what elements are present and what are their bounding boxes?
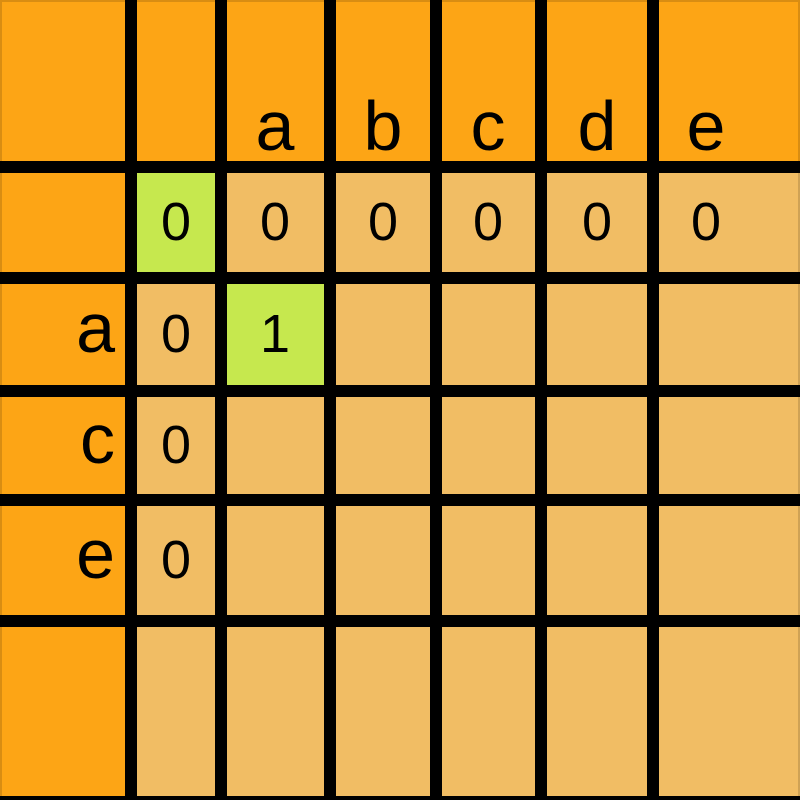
cell-value: 1: [259, 304, 291, 364]
grid-cell: [0, 391, 131, 500]
grid-cell: [436, 167, 541, 278]
grid-cell: [0, 278, 131, 391]
grid-cell: [436, 621, 541, 800]
grid-cell: [541, 167, 653, 278]
cell-value: 0: [160, 192, 192, 252]
cell-value: 0: [472, 192, 504, 252]
grid-cell: [221, 621, 330, 800]
grid-cell: [653, 500, 800, 621]
grid-cell: [221, 500, 330, 621]
column-header-label: d: [577, 87, 617, 165]
cell-value: 0: [160, 304, 192, 364]
cell-value: 0: [259, 192, 291, 252]
column-header-label: a: [255, 87, 295, 165]
grid-cell: [330, 0, 436, 167]
grid-cell: [221, 167, 330, 278]
grid-cell: [0, 0, 131, 167]
grid-cell: [436, 391, 541, 500]
grid-cell: [330, 278, 436, 391]
cell-value: 0: [160, 415, 192, 475]
grid-cell: [330, 167, 436, 278]
grid-cell: [0, 500, 131, 621]
grid-cell: [653, 621, 800, 800]
cell-value: 0: [160, 530, 192, 590]
grid-line-vertical: [324, 0, 336, 800]
grid-cell: [221, 0, 330, 167]
grid-line-horizontal: [0, 615, 800, 627]
grid-cell-highlighted: [131, 167, 221, 278]
row-header-label: a: [76, 289, 115, 367]
grid-cell: [131, 500, 221, 621]
column-header-label: b: [363, 87, 403, 165]
grid-cell: [653, 391, 800, 500]
cell-value: 0: [690, 192, 722, 252]
grid-line-vertical: [535, 0, 547, 800]
grid-line-horizontal: [0, 796, 800, 800]
grid-line-horizontal: [0, 385, 800, 397]
cell-value: 0: [581, 192, 613, 252]
grid-cell: [330, 391, 436, 500]
grid-cell: [0, 167, 131, 278]
grid-cell: [541, 391, 653, 500]
grid-cell: [436, 278, 541, 391]
grid-cell: [541, 0, 653, 167]
grid-cell: [541, 500, 653, 621]
grid-line-horizontal: [0, 494, 800, 506]
grid-cell: [131, 391, 221, 500]
grid-line-vertical: [125, 0, 137, 800]
grid-cell: [653, 278, 800, 391]
grid-cell: [436, 0, 541, 167]
column-header-label: c: [470, 87, 506, 165]
grid-cell: [436, 500, 541, 621]
grid-line-vertical: [215, 0, 227, 800]
grid-cell: [131, 621, 221, 800]
grid-line-vertical: [647, 0, 659, 800]
row-header-label: e: [76, 515, 115, 593]
grid-cell: [330, 500, 436, 621]
column-header-label: e: [686, 87, 726, 165]
grid-cell-highlighted: [221, 278, 330, 391]
grid-cell: [131, 0, 221, 167]
cell-value: 0: [367, 192, 399, 252]
grid-cell: [330, 621, 436, 800]
grid-cell: [653, 0, 800, 167]
grid-cell: [541, 621, 653, 800]
row-header-label: c: [80, 400, 115, 478]
grid-line-horizontal: [0, 161, 800, 173]
grid-cell: [0, 621, 131, 800]
grid-cell: [653, 167, 800, 278]
grid-line-vertical: [430, 0, 442, 800]
grid-cell: [131, 278, 221, 391]
grid-cell: [541, 278, 653, 391]
grid-line-horizontal: [0, 272, 800, 284]
grid-cell: [221, 391, 330, 500]
